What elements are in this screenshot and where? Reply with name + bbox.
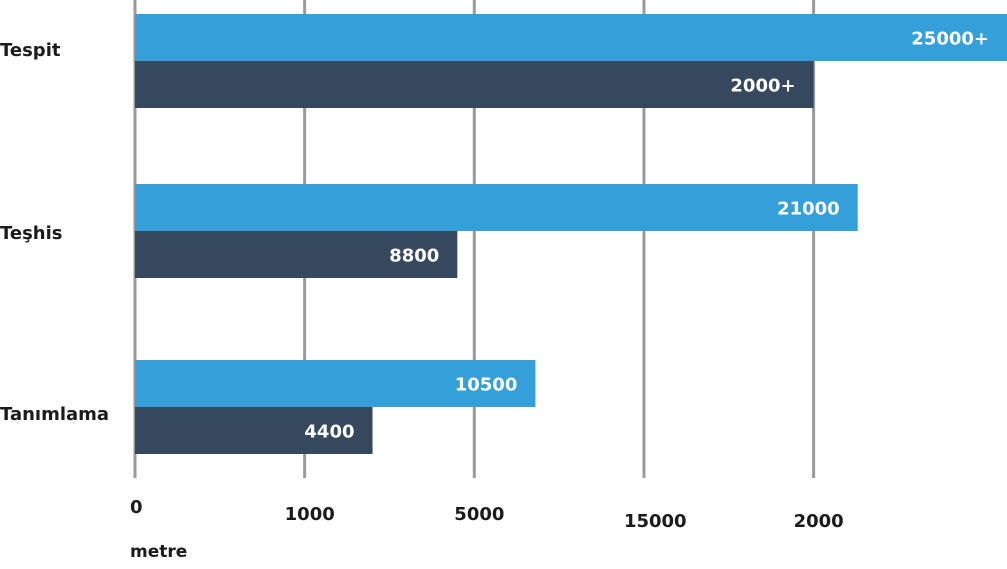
data-label-2-1: 4400 (304, 422, 354, 443)
tick-label-2: 5000 (454, 504, 504, 525)
tick-label-3: 15000 (624, 511, 687, 532)
data-label-0-0: 25000+ (911, 29, 989, 50)
data-label-0-1: 2000+ (730, 76, 795, 97)
bar-2-0 (135, 360, 536, 407)
category-labels: Tespit Teşhis Tanımlama (0, 40, 109, 425)
data-label-1-1: 8800 (389, 246, 439, 267)
bars (135, 14, 1007, 454)
tick-label-4: 2000 (794, 511, 844, 532)
data-label-2-0: 10500 (455, 375, 518, 396)
bar-2-1 (135, 407, 373, 454)
tick-label-1: 1000 (285, 504, 335, 525)
data-labels: 25000+ 2000+ 21000 8800 10500 4400 (304, 29, 989, 443)
bar-1-1 (135, 231, 458, 278)
x-axis-label: metre (130, 542, 187, 562)
category-label-1: Teşhis (0, 223, 63, 244)
bar-0-1 (135, 61, 814, 108)
tick-label-0: 0 (130, 497, 143, 518)
category-label-2: Tanımlama (0, 404, 109, 425)
bar-1-0 (135, 184, 858, 231)
data-label-1-0: 21000 (777, 199, 840, 220)
category-label-0: Tespit (0, 40, 61, 61)
tick-labels: 0 1000 5000 15000 2000 (130, 497, 844, 532)
bar-0-0 (135, 14, 1007, 61)
